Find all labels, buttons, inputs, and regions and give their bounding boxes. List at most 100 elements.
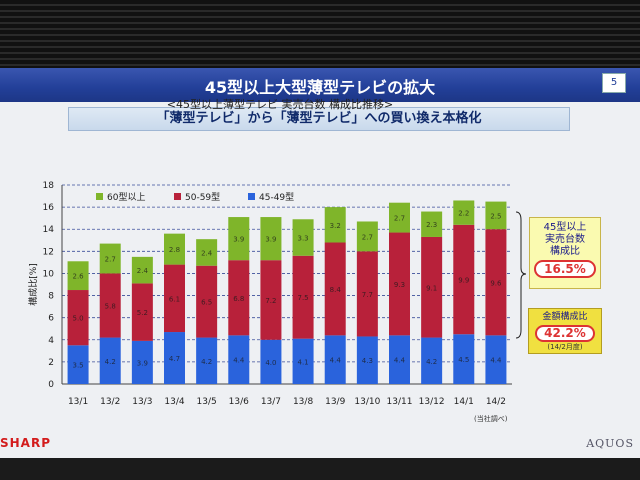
bar-segment — [453, 200, 475, 225]
bar-segment — [99, 243, 121, 274]
y-tick-label: 16 — [43, 203, 55, 213]
data-label: 2.4 — [201, 249, 213, 257]
bar-segment — [453, 224, 475, 335]
amount-value: 42.2% — [535, 325, 595, 342]
bar-segment — [292, 219, 314, 256]
data-label: 7.2 — [265, 297, 276, 305]
bar-segment — [260, 217, 282, 261]
data-label: 4.2 — [105, 358, 116, 366]
y-tick-label: 0 — [48, 380, 54, 390]
data-label: 5.8 — [105, 303, 116, 311]
bar-segment — [164, 332, 185, 384]
data-label: 5.2 — [137, 309, 148, 317]
data-label: 4.2 — [201, 358, 212, 366]
bottom-frame — [0, 458, 640, 480]
data-label: 2.3 — [426, 221, 437, 229]
data-label: 2.7 — [105, 256, 116, 264]
y-tick-label: 12 — [43, 247, 54, 257]
bar-segment — [196, 337, 218, 384]
y-tick-label: 6 — [48, 314, 54, 324]
data-label: 2.7 — [362, 233, 373, 241]
bar-segment — [260, 260, 282, 340]
x-tick-label: 14/1 — [454, 397, 474, 407]
bar-segment — [389, 232, 410, 336]
x-tick-label: 14/2 — [486, 397, 506, 407]
bar-segment — [228, 260, 250, 336]
data-label: 3.5 — [73, 362, 84, 370]
bar-segment — [421, 337, 443, 384]
bar-segment — [324, 207, 346, 243]
data-label: 2.4 — [137, 267, 149, 275]
data-label: 3.9 — [265, 236, 276, 244]
x-tick-label: 13/9 — [325, 397, 345, 407]
y-tick-label: 10 — [43, 269, 55, 279]
data-label: 3.9 — [233, 236, 244, 244]
bar-segment — [67, 261, 89, 291]
y-tick-label: 4 — [48, 336, 54, 346]
x-tick-label: 13/2 — [100, 397, 120, 407]
x-tick-label: 13/7 — [261, 397, 281, 407]
data-label: 4.5 — [458, 356, 469, 364]
bar-segment — [99, 273, 121, 338]
sharp-logo: SHARP — [0, 436, 52, 450]
share-callout: 45型以上 実売台数 構成比 16.5% — [529, 217, 601, 289]
bar-segment — [67, 290, 89, 346]
x-tick-label: 13/1 — [68, 397, 88, 407]
data-label: 4.2 — [426, 358, 437, 366]
source-note: (当社調べ) — [474, 415, 508, 423]
legend-swatch — [96, 193, 103, 200]
share-value: 16.5% — [534, 260, 596, 278]
data-label: 2.2 — [458, 210, 469, 218]
y-tick-label: 18 — [43, 181, 55, 191]
bar-segment — [292, 255, 314, 339]
data-label: 3.3 — [298, 235, 309, 243]
bar-segment — [131, 283, 153, 341]
y-tick-label: 14 — [43, 225, 55, 235]
data-label: 2.5 — [490, 212, 501, 220]
data-label: 4.0 — [265, 359, 276, 367]
data-label: 5.0 — [73, 315, 84, 323]
legend-swatch — [174, 193, 181, 200]
bar-segment — [67, 345, 89, 384]
y-tick-label: 8 — [48, 292, 54, 302]
slide-subtitle: 「薄型テレビ」から「薄型テレビ」への買い換え本格化 — [68, 107, 570, 131]
x-tick-label: 13/6 — [229, 397, 249, 407]
x-tick-label: 13/11 — [387, 397, 413, 407]
data-label: 9.3 — [394, 281, 405, 289]
bar-segment — [356, 336, 378, 384]
data-label: 2.7 — [394, 215, 405, 223]
bar-segment — [164, 264, 185, 333]
y-axis-label: 構成比[%] — [27, 263, 39, 306]
x-tick-label: 13/4 — [164, 397, 184, 407]
bar-segment — [260, 339, 282, 384]
data-label: 4.4 — [490, 357, 502, 365]
bar-segment — [453, 334, 475, 384]
bar-segment — [131, 256, 153, 284]
bar-segment — [356, 251, 378, 337]
data-label: 4.4 — [330, 357, 342, 365]
bar-segment — [324, 242, 346, 336]
data-label: 9.9 — [458, 277, 469, 285]
bar-segment — [485, 335, 507, 384]
legend-label: 50-59型 — [185, 192, 220, 203]
amount-callout: 金額構成比 42.2% (14/2月度) — [528, 308, 602, 354]
data-label: 2.6 — [73, 273, 85, 281]
amount-note: (14/2月度) — [547, 343, 583, 351]
x-tick-label: 13/12 — [419, 397, 445, 407]
share-callout-line2: 実売台数 — [545, 234, 585, 245]
data-label: 6.1 — [169, 295, 180, 303]
bar-segment — [99, 337, 121, 384]
ceiling-background — [0, 0, 640, 68]
bar-segment — [196, 239, 218, 266]
bar-segment — [228, 217, 250, 261]
data-label: 4.3 — [362, 357, 373, 365]
x-tick-label: 13/8 — [293, 397, 313, 407]
bar-segment — [421, 211, 443, 237]
data-label: 2.8 — [169, 246, 180, 254]
data-label: 7.7 — [362, 291, 373, 299]
data-label: 4.7 — [169, 355, 180, 363]
legend-label: 60型以上 — [107, 192, 145, 203]
share-callout-line3: 構成比 — [550, 246, 580, 257]
bar-segment — [485, 201, 507, 230]
bar-segment — [389, 335, 410, 384]
